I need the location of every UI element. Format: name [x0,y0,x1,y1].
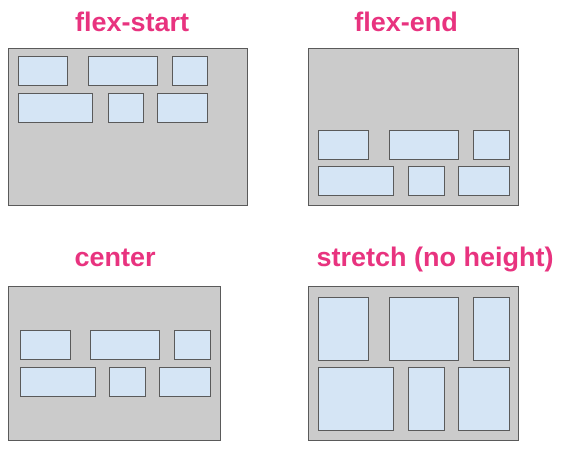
panel-title-flex-start: flex-start [74,7,190,37]
flex-item [18,56,68,86]
panel-title-stretch: stretch (no height) [316,242,554,272]
flex-item [458,367,510,431]
flex-item [108,93,144,123]
panel-title-center: center [74,242,156,272]
flex-item [159,367,211,397]
flex-item [20,367,96,397]
flex-item [318,166,394,196]
flex-item [389,297,459,361]
flex-container-stretch [308,286,519,441]
flex-container-flex-end [308,48,519,206]
flex-container-center [8,286,221,441]
flex-item [318,297,369,361]
flex-item [88,56,158,86]
flex-item [18,93,93,123]
flex-item [20,330,71,360]
flex-item [172,56,208,86]
flex-item [90,330,160,360]
flex-item [389,130,459,160]
flex-item [318,367,394,431]
flex-item [109,367,146,397]
flex-item [458,166,510,196]
flex-item [318,130,369,160]
panel-title-flex-end: flex-end [354,7,458,37]
flex-item [174,330,211,360]
flex-item [408,166,445,196]
flex-item [473,297,510,361]
flex-container-flex-start [8,48,248,206]
flex-item [473,130,510,160]
flex-item [157,93,208,123]
flex-item [408,367,445,431]
